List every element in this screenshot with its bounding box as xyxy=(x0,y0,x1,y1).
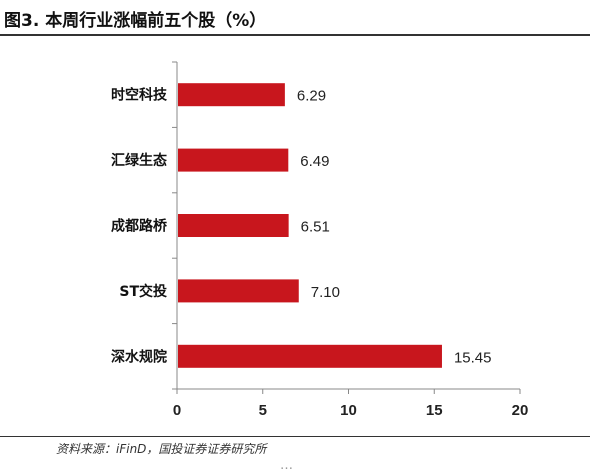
category-label: 深水规院 xyxy=(111,348,167,365)
category-label: 汇绿生态 xyxy=(111,152,167,169)
category-label: 成都路桥 xyxy=(111,218,168,235)
x-tick-label: 5 xyxy=(259,402,267,419)
value-label: 6.49 xyxy=(300,153,329,170)
value-label: 6.29 xyxy=(297,88,326,105)
bar-chart: 时空科技 6.29 汇绿生态 6.49 成都路桥 6.51 ST交投 7.10 深水规院 15.4… xyxy=(111,61,529,419)
value-label: 7.10 xyxy=(311,284,340,301)
bar xyxy=(178,279,299,303)
x-tick-label: 20 xyxy=(512,402,529,419)
bar xyxy=(178,344,442,368)
value-label: 6.51 xyxy=(301,219,330,236)
x-tick-label: 0 xyxy=(173,402,181,419)
category-label: 时空科技 xyxy=(111,87,168,104)
bar xyxy=(178,148,289,172)
title-rule xyxy=(0,34,590,36)
cut-off-text: … xyxy=(280,458,293,473)
category-label: ST交投 xyxy=(119,283,167,300)
bar xyxy=(178,83,285,107)
bar xyxy=(178,214,289,237)
value-label: 15.45 xyxy=(454,349,492,366)
footer-rule xyxy=(0,436,590,437)
x-tick-label: 15 xyxy=(426,402,443,419)
source-note: 资料来源：iFinD，国投证券证券研究所 xyxy=(56,442,267,456)
chart-title: 图3. 本周行业涨幅前五个股（%） xyxy=(4,11,267,31)
x-tick-label: 10 xyxy=(340,402,357,419)
